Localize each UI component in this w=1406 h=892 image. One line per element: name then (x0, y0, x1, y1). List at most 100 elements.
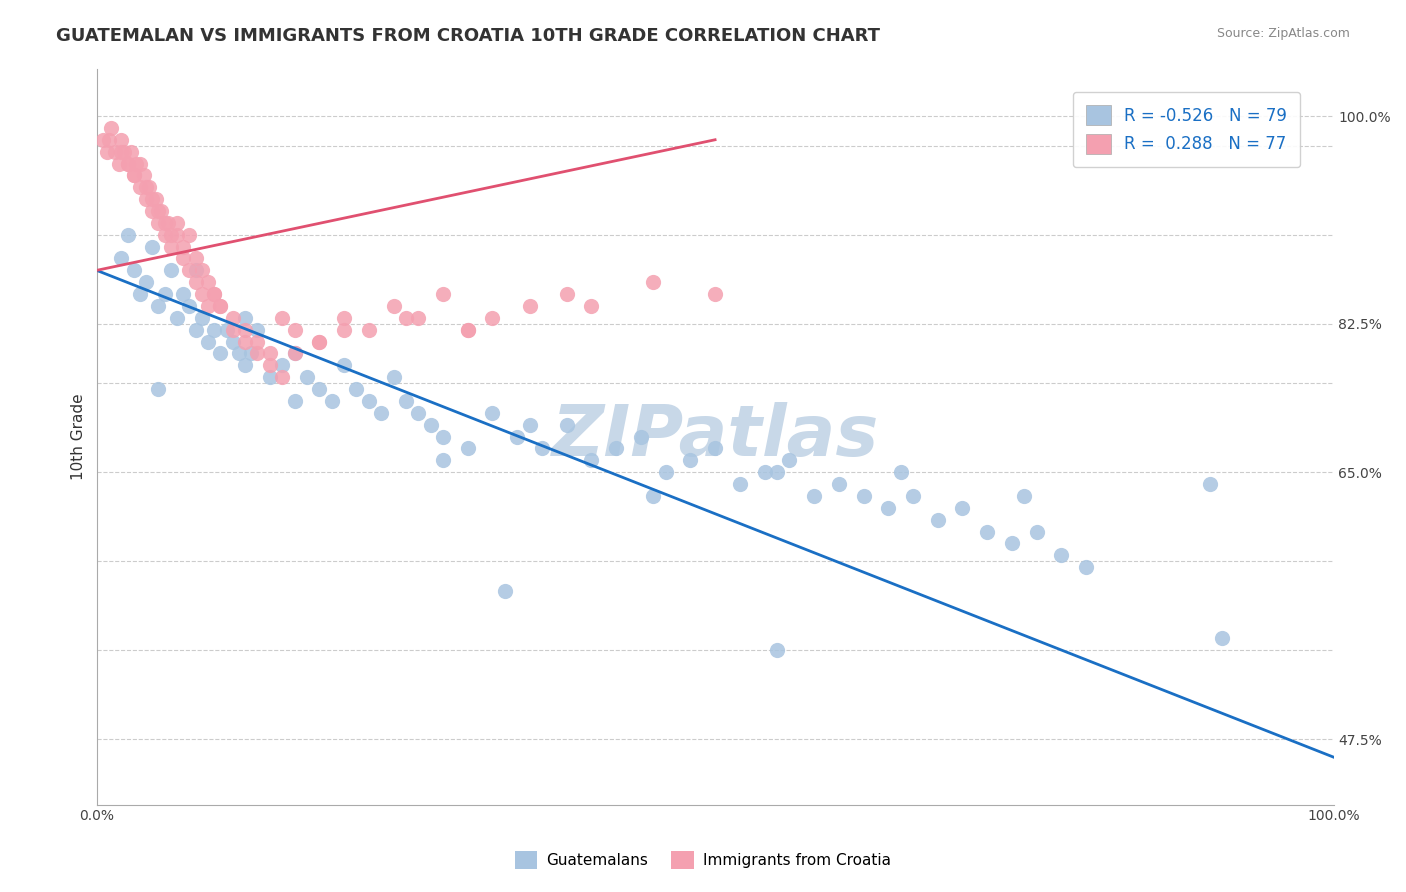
Point (228, 346, 250, 360)
Point (271, 359, 294, 373)
Point (166, 227, 188, 242)
Point (382, 370, 405, 384)
Point (506, 429, 529, 443)
Point (160, 263, 183, 277)
Point (630, 429, 652, 443)
Point (233, 310, 256, 325)
Point (129, 180, 152, 194)
Point (209, 346, 232, 360)
Point (141, 192, 163, 206)
Point (419, 417, 441, 432)
Point (852, 489, 875, 503)
Point (148, 204, 170, 219)
Point (222, 323, 245, 337)
Point (125, 156, 148, 170)
Point (209, 299, 232, 313)
Point (308, 334, 330, 349)
Point (877, 500, 900, 515)
Point (153, 227, 176, 242)
Point (530, 442, 553, 456)
Point (153, 216, 176, 230)
Point (197, 299, 219, 313)
Point (222, 334, 245, 349)
Point (581, 453, 603, 467)
Point (240, 346, 263, 360)
Point (283, 393, 305, 408)
Point (1014, 489, 1036, 503)
Point (654, 465, 676, 479)
Point (395, 310, 418, 325)
Point (927, 513, 949, 527)
Point (233, 334, 256, 349)
Point (357, 323, 380, 337)
Point (321, 393, 343, 408)
Point (222, 310, 245, 325)
Point (191, 287, 214, 301)
Point (679, 453, 702, 467)
Point (122, 169, 145, 183)
Point (406, 310, 429, 325)
Point (148, 299, 170, 313)
Point (555, 287, 578, 301)
Point (233, 359, 256, 373)
Point (197, 334, 219, 349)
Point (555, 417, 578, 432)
Point (160, 239, 183, 253)
Point (117, 156, 139, 170)
Point (283, 346, 305, 360)
Point (295, 370, 318, 384)
Point (233, 323, 256, 337)
Point (728, 477, 751, 491)
Point (148, 216, 170, 230)
Point (976, 524, 998, 539)
Point (179, 263, 201, 277)
Point (122, 169, 145, 183)
Point (191, 310, 214, 325)
Point (191, 263, 214, 277)
Point (283, 346, 305, 360)
Point (149, 204, 172, 219)
Point (117, 227, 139, 242)
Point (481, 406, 503, 420)
Point (704, 287, 727, 301)
Point (519, 299, 541, 313)
Text: Source: ZipAtlas.com: Source: ZipAtlas.com (1216, 27, 1350, 40)
Point (132, 169, 155, 183)
Point (457, 323, 479, 337)
Point (828, 477, 851, 491)
Point (110, 252, 132, 266)
Point (952, 500, 974, 515)
Point (110, 145, 132, 159)
Point (160, 227, 183, 242)
Text: GUATEMALAN VS IMMIGRANTS FROM CROATIA 10TH GRADE CORRELATION CHART: GUATEMALAN VS IMMIGRANTS FROM CROATIA 10… (56, 27, 880, 45)
Y-axis label: 10th Grade: 10th Grade (72, 393, 86, 480)
Point (172, 287, 194, 301)
Point (166, 216, 188, 230)
Point (382, 299, 405, 313)
Point (98, 133, 121, 147)
Point (172, 252, 194, 266)
Point (333, 310, 356, 325)
Point (108, 156, 131, 170)
Legend: Guatemalans, Immigrants from Croatia: Guatemalans, Immigrants from Croatia (509, 845, 897, 875)
Point (141, 204, 163, 219)
Point (110, 133, 132, 147)
Point (457, 442, 479, 456)
Point (406, 406, 429, 420)
Point (209, 299, 232, 313)
Point (519, 417, 541, 432)
Point (333, 359, 356, 373)
Point (457, 323, 479, 337)
Point (481, 310, 503, 325)
Point (395, 393, 418, 408)
Point (120, 145, 142, 159)
Point (166, 310, 188, 325)
Point (153, 287, 176, 301)
Point (135, 275, 157, 289)
Point (778, 453, 800, 467)
Text: ZIPatlas: ZIPatlas (551, 402, 879, 471)
Point (605, 442, 627, 456)
Point (1050, 549, 1073, 563)
Point (901, 489, 924, 503)
Point (184, 275, 207, 289)
